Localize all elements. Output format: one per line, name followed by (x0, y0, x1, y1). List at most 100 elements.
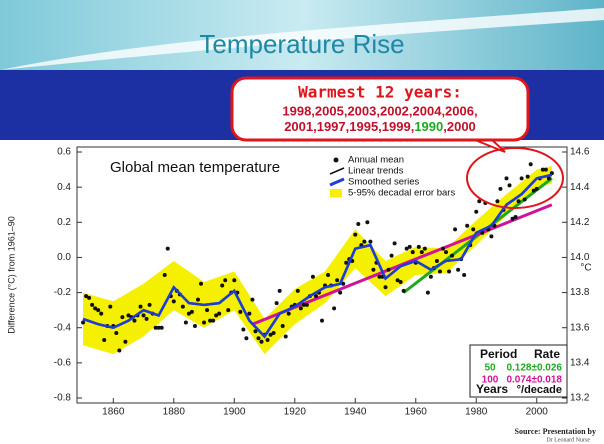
x-tick-label: 1880 (163, 407, 186, 418)
point (166, 247, 170, 251)
point (123, 340, 127, 344)
point (250, 298, 254, 302)
callout-line: 1998,2005,2003,2002,2004,2006, (282, 103, 477, 118)
point (287, 312, 291, 316)
point (132, 319, 136, 323)
point (223, 278, 227, 282)
table-period: 50 (484, 363, 496, 374)
x-tick-label: 1900 (223, 407, 246, 418)
y-tick-label: -0.4 (54, 322, 72, 333)
point (408, 245, 412, 249)
point (338, 291, 342, 295)
point (411, 250, 415, 254)
point (362, 240, 366, 244)
point (523, 197, 527, 201)
point (108, 305, 112, 309)
point (247, 312, 251, 316)
point (320, 319, 324, 323)
point (535, 187, 539, 191)
point (353, 233, 357, 237)
point (371, 268, 375, 272)
point (465, 224, 469, 228)
x-tick-label: 1940 (344, 407, 367, 418)
slide-title: Temperature Rise (199, 29, 404, 59)
point (471, 227, 475, 231)
y2-tick-label: 13.4 (570, 357, 590, 368)
point (296, 289, 300, 293)
slide: Temperature Rise Global mean temperature… (0, 0, 604, 444)
point (275, 301, 279, 305)
table-header: Period (480, 347, 517, 361)
callout-heading: Warmest 12 years: (298, 83, 462, 102)
x-tick-label: 1960 (405, 407, 428, 418)
table-rate: 0.128±0.026 (506, 363, 562, 374)
point (87, 296, 91, 300)
table-header: Rate (534, 347, 560, 361)
point (181, 305, 185, 309)
point (142, 313, 146, 317)
point (332, 306, 336, 310)
legend-label: Linear trends (348, 166, 404, 177)
point (211, 319, 215, 323)
point (326, 273, 330, 277)
point (368, 240, 372, 244)
point (272, 331, 276, 335)
point (423, 247, 427, 251)
y2-tick-label: 14.2 (570, 217, 590, 228)
y-tick-label: -0.8 (54, 393, 72, 404)
point (474, 210, 478, 214)
point (217, 312, 221, 316)
point (184, 320, 188, 324)
point (160, 326, 164, 330)
point (205, 308, 209, 312)
point (305, 303, 309, 307)
point (278, 289, 282, 293)
y2-tick-label: 14.0 (570, 252, 590, 263)
point (199, 282, 203, 286)
point (148, 303, 152, 307)
point (238, 310, 242, 314)
point (462, 273, 466, 277)
point (514, 215, 518, 219)
point (387, 268, 391, 272)
y-tick-label: -0.6 (54, 357, 72, 368)
callout-highlight: 1990 (414, 119, 443, 134)
point (256, 336, 260, 340)
y-tick-label: 0.6 (57, 147, 71, 158)
point (284, 335, 288, 339)
point (495, 199, 499, 203)
y2-tick-label: 14.4 (570, 182, 590, 193)
chart-title: Global mean temperature (110, 159, 280, 176)
table-footer: Years (476, 382, 508, 396)
point (96, 308, 100, 312)
point (172, 299, 176, 303)
point (120, 315, 124, 319)
x-tick-label: 2000 (526, 407, 549, 418)
point (244, 336, 248, 340)
point (202, 320, 206, 324)
y2-tick-label: 14.6 (570, 147, 590, 158)
y2-tick-label: 13.8 (570, 287, 590, 298)
point (417, 245, 421, 249)
point (544, 168, 548, 172)
point (399, 280, 403, 284)
legend-label: Smoothed series (348, 177, 420, 188)
point (99, 312, 103, 316)
point (220, 284, 224, 288)
x-tick-label: 1920 (284, 407, 307, 418)
point (520, 176, 524, 180)
source: Source: Presentation by (515, 427, 596, 436)
point (163, 273, 167, 277)
point (402, 289, 406, 293)
point (311, 275, 315, 279)
point (335, 278, 339, 282)
point (508, 183, 512, 187)
legend-swatch (334, 158, 339, 163)
point (438, 269, 442, 273)
source-author: Dr Leonard Nurse (546, 437, 590, 443)
callout-years: 2001,1997,1995,1999, (284, 119, 414, 134)
callout-years: ,2000 (443, 119, 476, 134)
callout-line: 2001,1997,1995,1999,1990,2000 (284, 119, 476, 134)
y-tick-label: -0.2 (54, 287, 72, 298)
y2-tick-label: 13.2 (570, 393, 590, 404)
